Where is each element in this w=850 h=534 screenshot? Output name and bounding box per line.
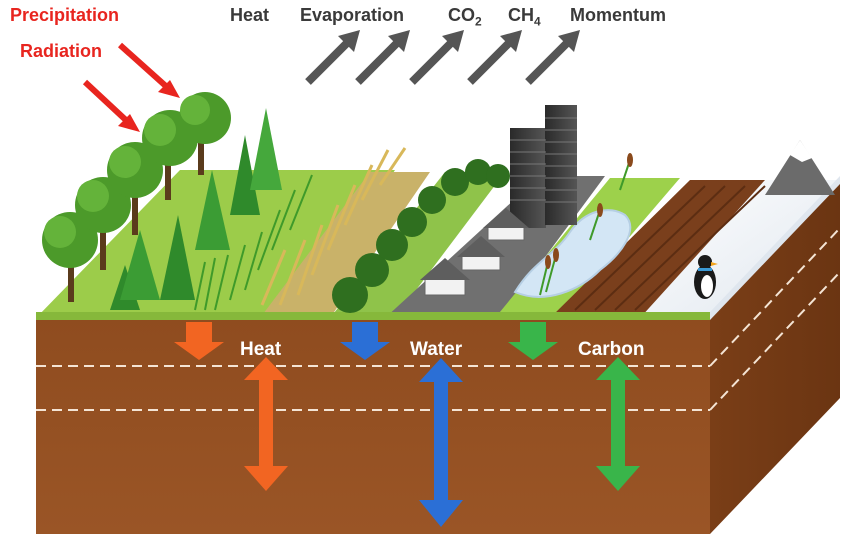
soil-water-label: Water bbox=[410, 339, 463, 360]
co2-main: CO bbox=[448, 5, 475, 25]
ch4-flux-label: CH4 bbox=[508, 6, 541, 28]
heat-flux-label: Heat bbox=[230, 5, 270, 25]
evaporation-flux-label: Evaporation bbox=[300, 5, 405, 25]
heat-double-arrow bbox=[244, 357, 288, 491]
cropland-wheat bbox=[260, 147, 407, 306]
soil-block bbox=[36, 180, 841, 534]
surface-flux-arrows bbox=[174, 322, 558, 360]
snow-strip bbox=[640, 180, 840, 318]
conifer-trees bbox=[110, 108, 282, 310]
radiation-arrow bbox=[82, 79, 140, 132]
tower bbox=[510, 128, 546, 228]
soil-heat-label: Heat bbox=[240, 339, 282, 360]
ch4-subscript: 4 bbox=[534, 14, 541, 29]
cattails bbox=[545, 153, 633, 269]
water-double-arrow bbox=[419, 358, 463, 527]
bare-soil-strip bbox=[550, 180, 780, 318]
grass-edge-right bbox=[710, 176, 840, 320]
soil-front-face bbox=[36, 318, 710, 534]
mountain bbox=[765, 140, 835, 195]
deciduous-trees bbox=[42, 92, 231, 302]
grass-tufts bbox=[194, 174, 313, 311]
soil-exchange-arrows bbox=[244, 357, 640, 527]
furrow bbox=[594, 185, 726, 311]
furrow bbox=[574, 185, 706, 311]
precipitation-label: Precipitation bbox=[10, 5, 120, 25]
flux-arrows bbox=[305, 30, 580, 85]
skyscrapers bbox=[510, 105, 577, 228]
furrow bbox=[614, 185, 746, 311]
furrow bbox=[634, 185, 766, 311]
soil-carbon-label: Carbon bbox=[578, 339, 645, 360]
carbon-double-arrow bbox=[596, 357, 640, 491]
precipitation-arrow bbox=[117, 42, 180, 98]
carbon-down-arrow bbox=[508, 322, 558, 360]
heat-down-arrow bbox=[174, 322, 224, 360]
soil-side-face bbox=[710, 180, 840, 534]
momentum-flux-label: Momentum bbox=[570, 5, 666, 25]
ch4-main: CH bbox=[508, 5, 534, 25]
houses bbox=[420, 208, 529, 296]
input-arrows bbox=[82, 42, 180, 132]
shrubs bbox=[332, 159, 510, 313]
grass-edge bbox=[36, 312, 710, 320]
tower bbox=[545, 105, 577, 225]
radiation-label: Radiation bbox=[20, 41, 103, 61]
water-down-arrow bbox=[340, 322, 390, 360]
co2-flux-label: CO2 bbox=[448, 6, 482, 28]
penguin bbox=[694, 255, 718, 299]
co2-subscript: 2 bbox=[475, 14, 482, 29]
